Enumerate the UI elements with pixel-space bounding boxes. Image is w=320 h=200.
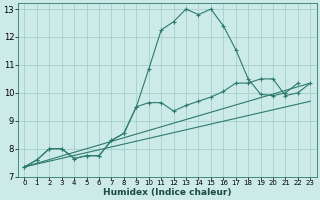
X-axis label: Humidex (Indice chaleur): Humidex (Indice chaleur) xyxy=(103,188,232,197)
